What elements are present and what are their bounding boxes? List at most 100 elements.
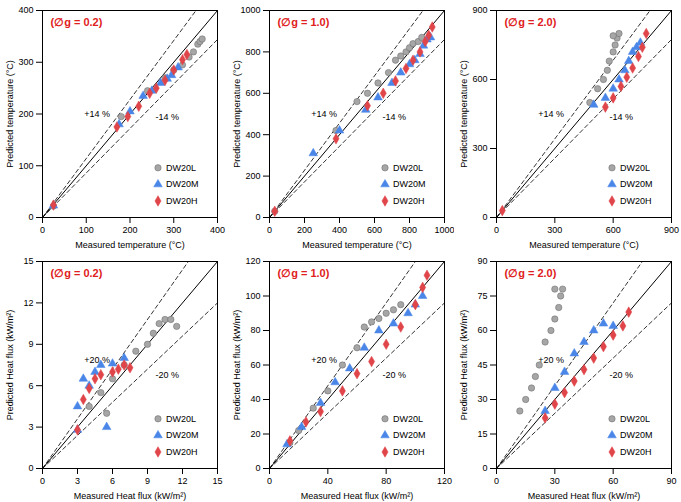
svg-text:800: 800 bbox=[245, 47, 260, 57]
svg-text:120: 120 bbox=[437, 476, 452, 486]
svg-text:1000: 1000 bbox=[240, 5, 260, 15]
svg-text:-20 %: -20 % bbox=[383, 370, 407, 380]
svg-text:+14 %: +14 % bbox=[84, 109, 110, 119]
svg-text:DW20M: DW20M bbox=[393, 430, 426, 440]
svg-text:600: 600 bbox=[606, 225, 621, 235]
svg-text:30: 30 bbox=[477, 394, 487, 404]
svg-text:300: 300 bbox=[472, 143, 487, 153]
svg-text:0: 0 bbox=[28, 212, 33, 222]
svg-text:400: 400 bbox=[18, 5, 33, 15]
svg-text:200: 200 bbox=[122, 225, 137, 235]
svg-text:600: 600 bbox=[472, 74, 487, 84]
svg-text:Measured temperature (°C): Measured temperature (°C) bbox=[302, 240, 412, 250]
svg-text:400: 400 bbox=[210, 225, 225, 235]
svg-text:0: 0 bbox=[482, 212, 487, 222]
svg-text:200: 200 bbox=[297, 225, 312, 235]
svg-text:(∅g = 0.2): (∅g = 0.2) bbox=[51, 267, 103, 279]
svg-text:6: 6 bbox=[110, 476, 115, 486]
svg-text:15: 15 bbox=[477, 429, 487, 439]
svg-text:0: 0 bbox=[40, 225, 45, 235]
svg-text:60: 60 bbox=[608, 476, 618, 486]
svg-text:-20 %: -20 % bbox=[610, 370, 634, 380]
svg-text:DW20M: DW20M bbox=[166, 179, 199, 189]
svg-text:15: 15 bbox=[212, 476, 222, 486]
svg-text:-14 %: -14 % bbox=[383, 112, 407, 122]
svg-text:1000: 1000 bbox=[434, 225, 454, 235]
svg-text:400: 400 bbox=[245, 130, 260, 140]
svg-text:300: 300 bbox=[547, 225, 562, 235]
svg-text:600: 600 bbox=[367, 225, 382, 235]
svg-text:0: 0 bbox=[482, 463, 487, 473]
svg-text:-14 %: -14 % bbox=[156, 112, 180, 122]
svg-text:9: 9 bbox=[28, 339, 33, 349]
svg-text:600: 600 bbox=[245, 88, 260, 98]
svg-text:300: 300 bbox=[18, 57, 33, 67]
svg-text:3: 3 bbox=[28, 422, 33, 432]
svg-text:900: 900 bbox=[472, 5, 487, 15]
svg-text:-14 %: -14 % bbox=[610, 112, 634, 122]
svg-text:(∅g = 0.2): (∅g = 0.2) bbox=[51, 16, 103, 28]
svg-text:80: 80 bbox=[250, 325, 260, 335]
svg-text:Predicted temperature (°C): Predicted temperature (°C) bbox=[232, 60, 242, 168]
svg-text:30: 30 bbox=[550, 476, 560, 486]
svg-text:90: 90 bbox=[666, 476, 676, 486]
svg-text:(∅g = 1.0): (∅g = 1.0) bbox=[278, 16, 330, 28]
svg-text:0: 0 bbox=[494, 476, 499, 486]
svg-text:DW20H: DW20H bbox=[166, 447, 198, 457]
svg-text:DW20H: DW20H bbox=[166, 196, 198, 206]
svg-text:0: 0 bbox=[255, 463, 260, 473]
svg-text:0: 0 bbox=[267, 225, 272, 235]
svg-text:DW20L: DW20L bbox=[166, 414, 196, 424]
svg-text:DW20M: DW20M bbox=[620, 430, 653, 440]
svg-text:Measured Heat flux (kW/m²): Measured Heat flux (kW/m²) bbox=[528, 491, 641, 501]
svg-text:Predicted Heat flux (kW/m²): Predicted Heat flux (kW/m²) bbox=[232, 310, 242, 421]
svg-text:DW20H: DW20H bbox=[620, 447, 652, 457]
svg-text:DW20M: DW20M bbox=[166, 430, 199, 440]
svg-text:15: 15 bbox=[23, 256, 33, 266]
svg-text:200: 200 bbox=[245, 171, 260, 181]
svg-text:9: 9 bbox=[145, 476, 150, 486]
svg-text:DW20H: DW20H bbox=[620, 196, 652, 206]
svg-text:40: 40 bbox=[250, 394, 260, 404]
svg-text:+20 %: +20 % bbox=[311, 355, 337, 365]
svg-text:Predicted temperature (°C): Predicted temperature (°C) bbox=[459, 60, 469, 168]
svg-text:(∅g = 1.0): (∅g = 1.0) bbox=[278, 267, 330, 279]
svg-text:+14 %: +14 % bbox=[311, 109, 337, 119]
svg-text:900: 900 bbox=[664, 225, 679, 235]
svg-text:-20 %: -20 % bbox=[156, 370, 180, 380]
svg-text:DW20M: DW20M bbox=[620, 179, 653, 189]
svg-text:80: 80 bbox=[381, 476, 391, 486]
svg-text:0: 0 bbox=[40, 476, 45, 486]
svg-text:Measured temperature (°C): Measured temperature (°C) bbox=[75, 240, 185, 250]
svg-text:+20 %: +20 % bbox=[84, 355, 110, 365]
svg-text:100: 100 bbox=[245, 291, 260, 301]
svg-text:DW20L: DW20L bbox=[393, 163, 423, 173]
svg-text:800: 800 bbox=[402, 225, 417, 235]
svg-text:12: 12 bbox=[177, 476, 187, 486]
svg-text:90: 90 bbox=[477, 256, 487, 266]
svg-text:12: 12 bbox=[23, 298, 33, 308]
svg-text:DW20H: DW20H bbox=[393, 447, 425, 457]
svg-text:+14 %: +14 % bbox=[538, 109, 564, 119]
svg-text:20: 20 bbox=[250, 429, 260, 439]
svg-text:60: 60 bbox=[477, 325, 487, 335]
svg-text:DW20L: DW20L bbox=[620, 414, 650, 424]
svg-text:100: 100 bbox=[18, 161, 33, 171]
svg-text:DW20L: DW20L bbox=[166, 163, 196, 173]
svg-text:0: 0 bbox=[494, 225, 499, 235]
svg-text:6: 6 bbox=[28, 381, 33, 391]
svg-text:(∅g = 2.0): (∅g = 2.0) bbox=[505, 16, 557, 28]
svg-text:0: 0 bbox=[28, 463, 33, 473]
svg-text:Measured temperature (°C): Measured temperature (°C) bbox=[529, 240, 639, 250]
svg-text:Predicted Heat flux (kW/m²): Predicted Heat flux (kW/m²) bbox=[5, 310, 15, 421]
svg-text:3: 3 bbox=[75, 476, 80, 486]
svg-text:DW20H: DW20H bbox=[393, 196, 425, 206]
svg-text:DW20L: DW20L bbox=[393, 414, 423, 424]
svg-text:120: 120 bbox=[245, 256, 260, 266]
svg-text:Measured Heat flux (kW/m²): Measured Heat flux (kW/m²) bbox=[301, 491, 414, 501]
svg-text:0: 0 bbox=[267, 476, 272, 486]
svg-text:Measured Heat flux (kW/m²): Measured Heat flux (kW/m²) bbox=[74, 491, 187, 501]
svg-text:300: 300 bbox=[166, 225, 181, 235]
svg-text:200: 200 bbox=[18, 109, 33, 119]
svg-text:(∅g = 2.0): (∅g = 2.0) bbox=[505, 267, 557, 279]
